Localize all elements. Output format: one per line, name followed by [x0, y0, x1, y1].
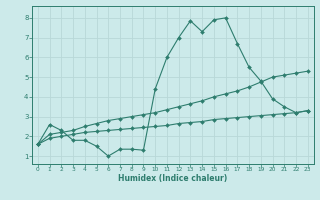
X-axis label: Humidex (Indice chaleur): Humidex (Indice chaleur)	[118, 174, 228, 183]
